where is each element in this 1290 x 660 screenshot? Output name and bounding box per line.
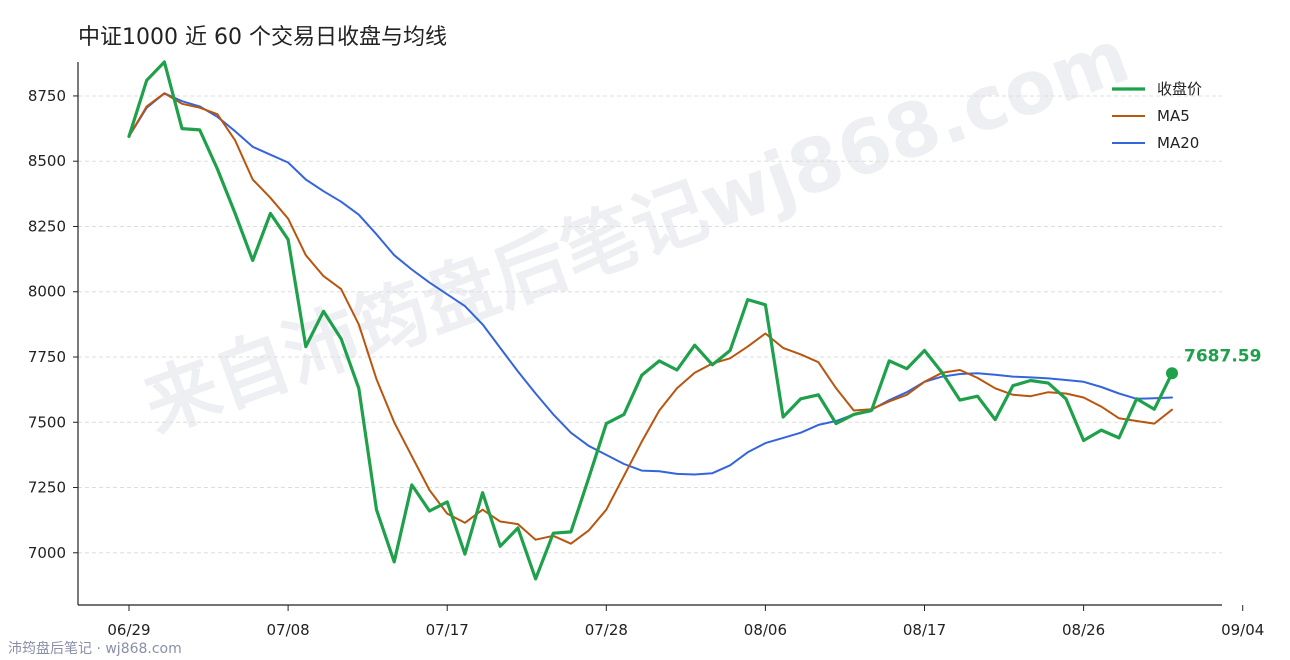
y-tick-label: 7500: [28, 413, 66, 431]
last-close-point: [1166, 367, 1178, 380]
gridlines: [78, 95, 1222, 554]
series-close-line: [127, 60, 1174, 581]
y-tick-label: 8750: [28, 87, 66, 105]
x-tick-label: 08/17: [903, 621, 946, 639]
x-tick-label: 08/06: [744, 621, 787, 639]
axes: 7000 7250 7500 7750 8000 8250 8500 8750 06/29 07/…: [28, 62, 1264, 639]
y-tick-label: 7750: [28, 348, 66, 366]
x-tick-label: 07/28: [585, 621, 628, 639]
y-tick-label: 8250: [28, 217, 66, 235]
legend-label: MA20: [1157, 134, 1199, 152]
x-tick-label: 08/26: [1062, 621, 1105, 639]
last-close-label: 7687.59: [1184, 346, 1261, 366]
series-ma5-line: [128, 92, 1173, 545]
legend-label: 收盘价: [1157, 80, 1202, 98]
x-tick-label: 07/08: [266, 621, 309, 639]
footer-credit: 沛筠盘后笔记 · wj868.com: [8, 640, 182, 657]
y-tick-label: 7250: [28, 479, 66, 497]
x-tick-label: 07/17: [426, 621, 469, 639]
series-ma20-line: [128, 92, 1173, 476]
x-tick-label: 06/29: [107, 621, 150, 639]
series-lines: 7687.59: [127, 60, 1261, 581]
legend-label: MA5: [1157, 107, 1190, 125]
x-tick-label: 09/04: [1221, 621, 1264, 639]
y-tick-label: 8500: [28, 152, 66, 170]
y-tick-label: 8000: [28, 283, 66, 301]
chart-title: 中证1000 近 60 个交易日收盘与均线: [78, 25, 447, 50]
y-tick-label: 7000: [28, 544, 66, 562]
legend: 收盘价 MA5 MA20: [1112, 80, 1202, 152]
